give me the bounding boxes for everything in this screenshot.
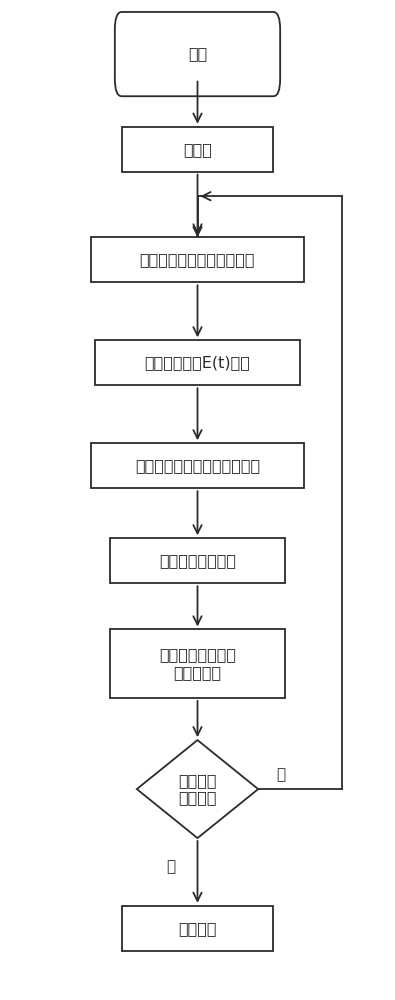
Bar [110,538,285,583]
Text: 计算各时刻的E(t)指标: 计算各时刻的E(t)指标 [145,355,250,370]
Bar [122,906,273,951]
Text: 开始: 开始 [188,47,207,62]
Text: 更新阈值：统计帧
间超限次数: 更新阈值：统计帧 间超限次数 [159,647,236,680]
Polygon shape [137,740,258,838]
Text: 初始化: 初始化 [183,142,212,157]
Bar [122,127,273,172]
Bar [91,237,304,282]
FancyBboxPatch shape [115,12,280,96]
Text: 统计帧内超限次数: 统计帧内超限次数 [159,553,236,568]
Text: 否: 否 [276,767,286,782]
Bar [91,443,304,488]
Text: 发出报警: 发出报警 [178,921,217,936]
Bar [110,629,285,698]
Text: 对电流波形进行等周期采样: 对电流波形进行等周期采样 [140,252,255,267]
Bar [95,340,300,385]
Text: 综合评判
是否故障: 综合评判 是否故障 [178,773,217,805]
Text: 是: 是 [166,860,175,875]
Text: 计算帧内极值、平均值、方差: 计算帧内极值、平均值、方差 [135,458,260,473]
